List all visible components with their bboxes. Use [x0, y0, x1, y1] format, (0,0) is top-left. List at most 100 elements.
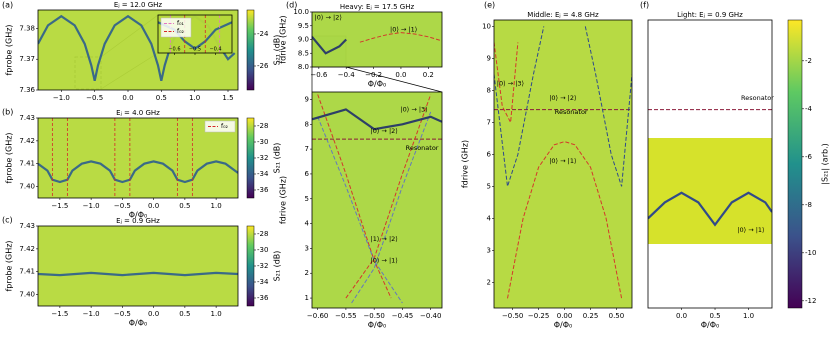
colorbar-tick-label: -30	[257, 138, 268, 146]
y-axis-label: fdrive (GHz)	[461, 140, 470, 188]
curve	[648, 191, 772, 227]
x-tick-label: −0.2	[365, 71, 382, 79]
colorbar-tick-label: -28	[257, 230, 268, 238]
x-tick-label: −0.5	[114, 202, 131, 210]
y-tick-label: 7.43	[19, 114, 35, 122]
x-tick-label: −0.50	[502, 312, 523, 320]
panel: −0.60 −0.55 −0.50 −0.45 −0.40 1 2 3 4 5 6 7 8 9 Φ/Φ₀ fd…	[279, 91, 443, 330]
panel-label: (d)	[286, 1, 297, 10]
y-tick-label: 10.0	[293, 8, 309, 16]
y-tick-label: 9	[487, 54, 491, 62]
panel: −0.50 −0.25 0.00 0.25 0.50 2 3 4 5 6 7 8 9 10 Middle: …	[461, 1, 633, 330]
curve	[38, 160, 238, 184]
colorbar-label: S₂₁ (dB)	[273, 35, 282, 66]
heatmap	[38, 226, 238, 306]
y-tick-label: 1	[305, 294, 309, 302]
curve	[312, 36, 347, 55]
curve	[359, 32, 442, 43]
colorbar-tick-label: -32	[257, 262, 268, 270]
x-tick-label: −0.25	[528, 312, 549, 320]
y-tick-label: 8	[487, 86, 491, 94]
colorbar-tick-label: -36	[257, 186, 269, 194]
x-tick-label: −0.6	[168, 47, 180, 53]
panel-title: Middle: Eⱼ = 4.8 GHz	[527, 11, 599, 19]
curve	[312, 108, 442, 131]
x-tick-label: 0.5	[179, 202, 190, 210]
panel-label: (f)	[640, 1, 649, 10]
x-tick-label: 1.0	[189, 94, 200, 102]
colorbar-tick-label: -36	[257, 294, 269, 302]
y-tick-label: 2	[487, 278, 491, 286]
x-tick-label: −0.60	[307, 312, 328, 320]
colorbar	[246, 117, 255, 199]
y-tick-label: 8.0	[298, 63, 309, 71]
colorbar-tick-label: -2	[805, 57, 812, 65]
x-tick-label: 1.0	[743, 312, 754, 320]
colorbar	[246, 225, 255, 307]
x-tick-label: 0.50	[609, 312, 625, 320]
x-tick-label: 0.5	[156, 94, 167, 102]
annotation: Resonator	[555, 108, 588, 116]
y-axis-label: fdrive (GHz)	[279, 15, 288, 63]
colorbar-tick-label: -30	[257, 246, 268, 254]
x-tick-label: −0.5	[86, 94, 103, 102]
y-tick-label: 7.41	[19, 268, 35, 276]
y-tick-label: 7.41	[19, 160, 35, 168]
x-axis-label: Φ/Φ₀	[368, 80, 387, 89]
y-axis-label: fprobe (GHz)	[5, 240, 14, 291]
x-axis-label: Φ/Φ₀	[554, 321, 573, 330]
y-axis-label: fdrive (GHz)	[279, 176, 288, 224]
plot-area	[494, 26, 632, 299]
y-tick-label: 8	[305, 120, 309, 128]
x-tick-label: 0.0	[122, 94, 133, 102]
y-tick-label: 7.36	[19, 86, 35, 94]
annotation: |0⟩ → |1⟩	[390, 26, 417, 34]
x-tick-label: 0.00	[557, 312, 573, 320]
curve	[494, 42, 519, 125]
y-axis-label: fprobe (GHz)	[5, 132, 14, 183]
curve	[584, 26, 632, 187]
x-tick-label: −0.50	[363, 312, 384, 320]
x-tick-label: 1.5	[222, 94, 233, 102]
y-tick-label: 7.40	[19, 183, 35, 191]
y-tick-label: 7.38	[19, 24, 35, 32]
x-tick-label: 0.2	[423, 71, 434, 79]
y-tick-label: 3	[487, 246, 491, 254]
plot-area	[648, 109, 772, 227]
x-axis-label: Φ/Φ₀	[129, 211, 148, 220]
colorbar-label: |S₂₁| (arb.)	[821, 143, 830, 184]
panel: −1.5 −1.0 −0.5 0.0 0.5 1.0 7.40 7.41 7.42 7.43 Eⱼ …	[2, 108, 282, 220]
y-tick-label: 8.5	[298, 49, 309, 57]
y-tick-label: 4	[305, 220, 310, 228]
panel-title: Light: Eⱼ = 0.9 GHz	[677, 11, 743, 19]
curve	[317, 94, 392, 299]
annotation: Resonator	[406, 144, 439, 152]
heatmap	[312, 12, 442, 67]
annotation: |0⟩ → |2⟩	[315, 14, 342, 22]
y-tick-label: 7.42	[19, 245, 35, 253]
zoom-connector	[345, 66, 443, 93]
annotation: |0⟩ → |3⟩	[497, 79, 524, 87]
x-tick-label: −1.0	[83, 202, 100, 210]
y-tick-label: 6	[305, 170, 310, 178]
annotation: |0⟩ → |1⟩	[371, 256, 398, 264]
y-tick-label: 7.42	[19, 137, 35, 145]
colorbar-tick-label: -28	[257, 122, 268, 130]
panel-label: (b)	[2, 108, 13, 117]
y-tick-label: 4	[487, 214, 492, 222]
curve	[38, 271, 238, 277]
colorbar-label: S₂₁ (dB)	[273, 251, 282, 282]
panel-label: (e)	[484, 1, 495, 10]
annotation: |0⟩ → |1⟩	[549, 157, 576, 165]
x-axis-label: Φ/Φ₀	[368, 321, 387, 330]
curve	[494, 26, 545, 187]
colorbar-tick-label: -12	[805, 297, 816, 305]
x-tick-label: −1.0	[83, 310, 100, 318]
panel-title: Eⱼ = 4.0 GHz	[116, 109, 160, 117]
x-tick-label: 0.5	[179, 310, 190, 318]
colorbar-tick-label: -32	[257, 154, 268, 162]
x-tick-label: −0.55	[335, 312, 356, 320]
plot-area	[312, 94, 442, 304]
y-axis-label: fprobe (GHz)	[5, 24, 14, 75]
